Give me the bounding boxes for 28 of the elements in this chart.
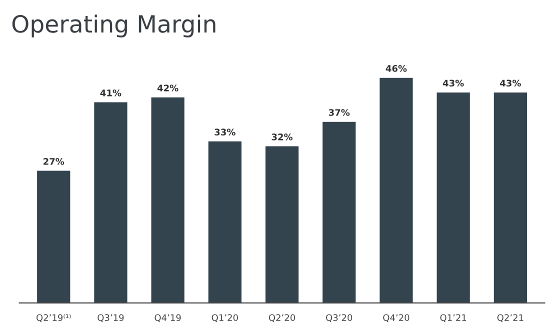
x-tick-label: Q2’19⁽¹⁾	[36, 314, 71, 322]
bar	[494, 92, 528, 303]
bar	[322, 122, 356, 303]
x-tick-label: Q4’20	[383, 314, 410, 322]
chart-title: Operating Margin	[12, 14, 216, 38]
bar	[380, 78, 413, 303]
x-tick-label: Q2’20	[268, 314, 296, 322]
x-tick-label: Q4’19	[154, 314, 181, 322]
bar	[94, 102, 128, 303]
x-tick-label: Q1’21	[440, 314, 466, 322]
bar	[151, 97, 184, 303]
x-tick-label: Q3’20	[326, 314, 352, 322]
bar	[37, 170, 70, 303]
bar	[265, 146, 299, 303]
data-label: 43%	[500, 80, 521, 87]
data-label: 32%	[272, 134, 293, 140]
x-tick-label: Q2’21	[497, 314, 524, 322]
x-tick-label: Q3’19	[98, 314, 124, 322]
data-label: 33%	[214, 128, 236, 136]
bar	[208, 141, 242, 303]
data-label: 43%	[442, 80, 464, 87]
data-label: 42%	[157, 84, 178, 92]
data-label: 27%	[44, 158, 64, 165]
data-label: 41%	[100, 89, 122, 96]
x-tick-label: Q1’20	[212, 314, 238, 322]
data-label: 46%	[386, 65, 407, 72]
data-label: 37%	[328, 109, 350, 116]
bar	[436, 92, 470, 303]
